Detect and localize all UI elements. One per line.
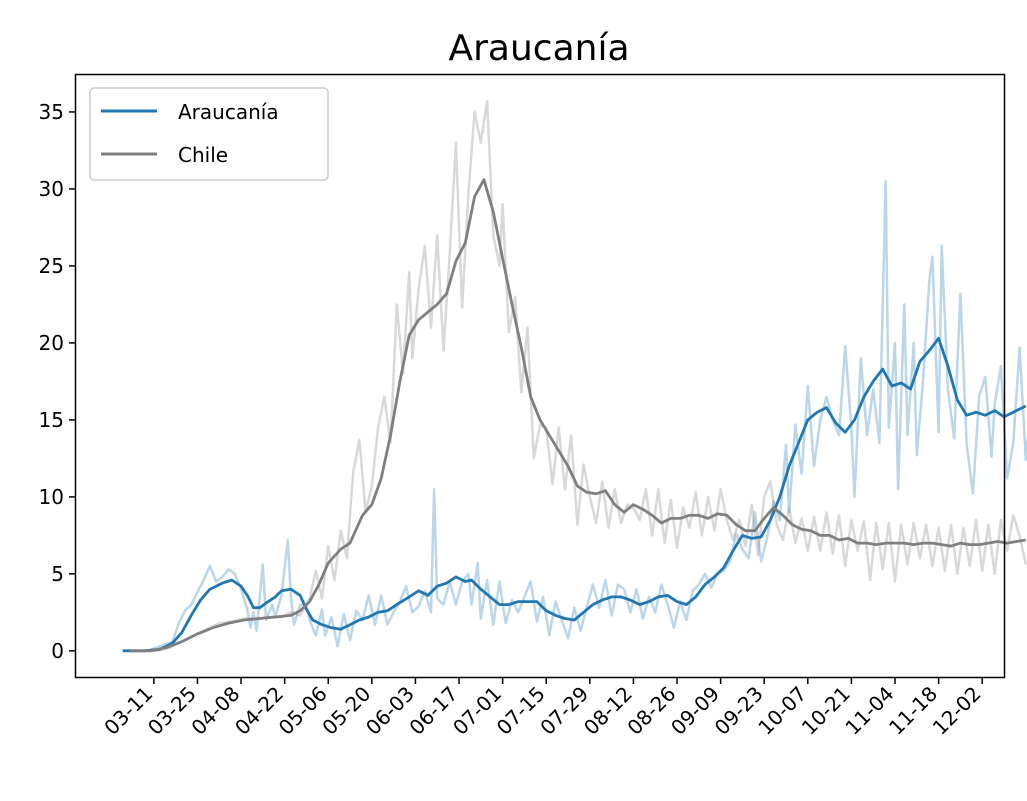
plot-frame [74, 73, 1006, 679]
y-tick-label-10: 10 [39, 485, 64, 509]
chart-title: Araucanía [448, 28, 629, 69]
y-tick-label-0: 0 [51, 639, 64, 663]
y-tick-label-15: 15 [39, 408, 64, 432]
y-tick-label-25: 25 [39, 254, 64, 278]
legend-label-chile: Chile [178, 143, 228, 167]
legend-label-araucania: Araucanía [178, 100, 279, 124]
series-line-raw-2 [122, 179, 1027, 653]
y-axis: 0 5 10 15 20 25 30 35 [39, 100, 76, 663]
series-line-smoothed-1-chile [128, 178, 1027, 653]
legend: Araucanía Chile [89, 87, 329, 181]
y-tick-label-35: 35 [39, 100, 64, 124]
y-tick-label-30: 30 [39, 177, 64, 201]
y-tick-label-20: 20 [39, 331, 64, 355]
y-tick-label-5: 5 [51, 562, 64, 586]
plot-area [122, 99, 1027, 653]
series-line-smoothed-0-araucania [122, 336, 1027, 653]
